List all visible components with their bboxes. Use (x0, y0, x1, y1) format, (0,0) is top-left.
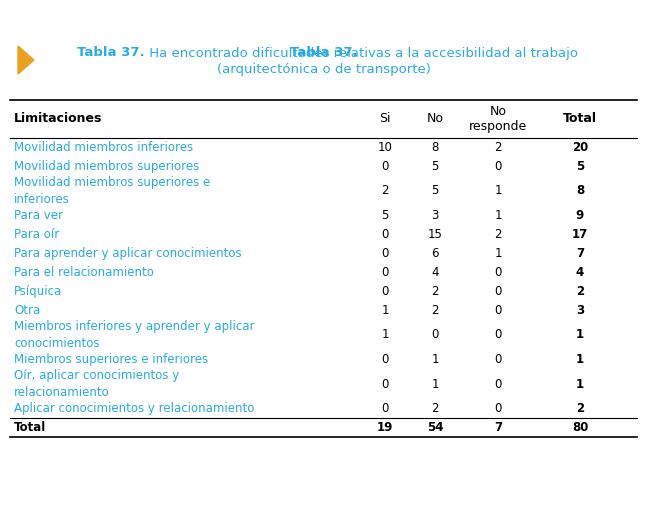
Text: No: No (426, 112, 443, 126)
Text: Total: Total (563, 112, 597, 126)
Text: Para oír: Para oír (14, 228, 60, 241)
Text: Limitaciones: Limitaciones (14, 112, 102, 126)
Text: 8: 8 (576, 184, 584, 197)
Text: 0: 0 (381, 160, 389, 173)
Text: 0: 0 (494, 266, 501, 279)
Text: 0: 0 (494, 304, 501, 317)
Text: 2: 2 (432, 402, 439, 415)
Text: Miembros inferiores y aprender y aplicar
conocimientos: Miembros inferiores y aprender y aplicar… (14, 320, 254, 350)
Text: 10: 10 (378, 141, 393, 154)
Text: 19: 19 (377, 421, 393, 434)
Text: 54: 54 (427, 421, 443, 434)
Text: Tabla 37.: Tabla 37. (290, 46, 357, 60)
Text: 2: 2 (432, 285, 439, 298)
Text: Para aprender y aplicar conocimientos: Para aprender y aplicar conocimientos (14, 247, 241, 260)
Polygon shape (18, 46, 34, 74)
Text: 80: 80 (572, 421, 588, 434)
Text: (arquitectónica o de transporte): (arquitectónica o de transporte) (217, 62, 430, 76)
Text: Otra: Otra (14, 304, 40, 317)
Text: 1: 1 (381, 328, 389, 342)
Text: 1: 1 (494, 247, 502, 260)
Text: 20: 20 (572, 141, 588, 154)
Text: Total: Total (14, 421, 46, 434)
Text: 0: 0 (494, 160, 501, 173)
Text: 4: 4 (576, 266, 584, 279)
Text: Para el relacionamiento: Para el relacionamiento (14, 266, 154, 279)
Text: Movilidad miembros superiores e
inferiores: Movilidad miembros superiores e inferior… (14, 176, 210, 206)
Text: 9: 9 (576, 209, 584, 222)
Text: 0: 0 (381, 353, 389, 366)
Text: 8: 8 (432, 141, 439, 154)
Text: Movilidad miembros superiores: Movilidad miembros superiores (14, 160, 199, 173)
Text: Miembros superiores e inferiores: Miembros superiores e inferiores (14, 353, 208, 366)
Text: 7: 7 (576, 247, 584, 260)
Text: 0: 0 (381, 247, 389, 260)
Text: 2: 2 (576, 285, 584, 298)
Text: 2: 2 (494, 141, 502, 154)
Text: 5: 5 (576, 160, 584, 173)
Text: 0: 0 (381, 285, 389, 298)
Text: 1: 1 (381, 304, 389, 317)
Text: 0: 0 (494, 378, 501, 391)
Text: 0: 0 (381, 228, 389, 241)
Text: 5: 5 (432, 160, 439, 173)
Text: 5: 5 (381, 209, 389, 222)
Text: 3: 3 (432, 209, 439, 222)
Text: No
responde: No responde (469, 105, 527, 133)
Text: 0: 0 (432, 328, 439, 342)
Text: Oír, aplicar conocimientos y
relacionamiento: Oír, aplicar conocimientos y relacionami… (14, 369, 179, 399)
Text: 1: 1 (494, 184, 502, 197)
Text: Tabla 37.: Tabla 37. (77, 46, 145, 60)
Text: 0: 0 (381, 402, 389, 415)
Text: 0: 0 (381, 378, 389, 391)
Text: Para ver: Para ver (14, 209, 63, 222)
Text: Ha encontrado dificultades relativas a la accesibilidad al trabajo: Ha encontrado dificultades relativas a l… (145, 46, 578, 60)
Text: 2: 2 (381, 184, 389, 197)
Text: 0: 0 (494, 328, 501, 342)
Text: 6: 6 (432, 247, 439, 260)
Text: 1: 1 (576, 328, 584, 342)
Text: 1: 1 (576, 378, 584, 391)
Text: 2: 2 (576, 402, 584, 415)
Text: 5: 5 (432, 184, 439, 197)
Text: 1: 1 (432, 353, 439, 366)
Text: 4: 4 (432, 266, 439, 279)
Text: 1: 1 (432, 378, 439, 391)
Text: 0: 0 (381, 266, 389, 279)
Text: 2: 2 (494, 228, 502, 241)
Text: 0: 0 (494, 285, 501, 298)
Text: 3: 3 (576, 304, 584, 317)
Text: Movilidad miembros inferiores: Movilidad miembros inferiores (14, 141, 193, 154)
Text: 7: 7 (494, 421, 502, 434)
Text: 15: 15 (428, 228, 443, 241)
Text: 17: 17 (572, 228, 588, 241)
Text: 1: 1 (494, 209, 502, 222)
Text: 2: 2 (432, 304, 439, 317)
Text: 1: 1 (576, 353, 584, 366)
Text: Aplicar conocimientos y relacionamiento: Aplicar conocimientos y relacionamiento (14, 402, 254, 415)
Text: 0: 0 (494, 402, 501, 415)
Text: Psíquica: Psíquica (14, 285, 62, 298)
Text: 0: 0 (494, 353, 501, 366)
Text: Si: Si (379, 112, 391, 126)
